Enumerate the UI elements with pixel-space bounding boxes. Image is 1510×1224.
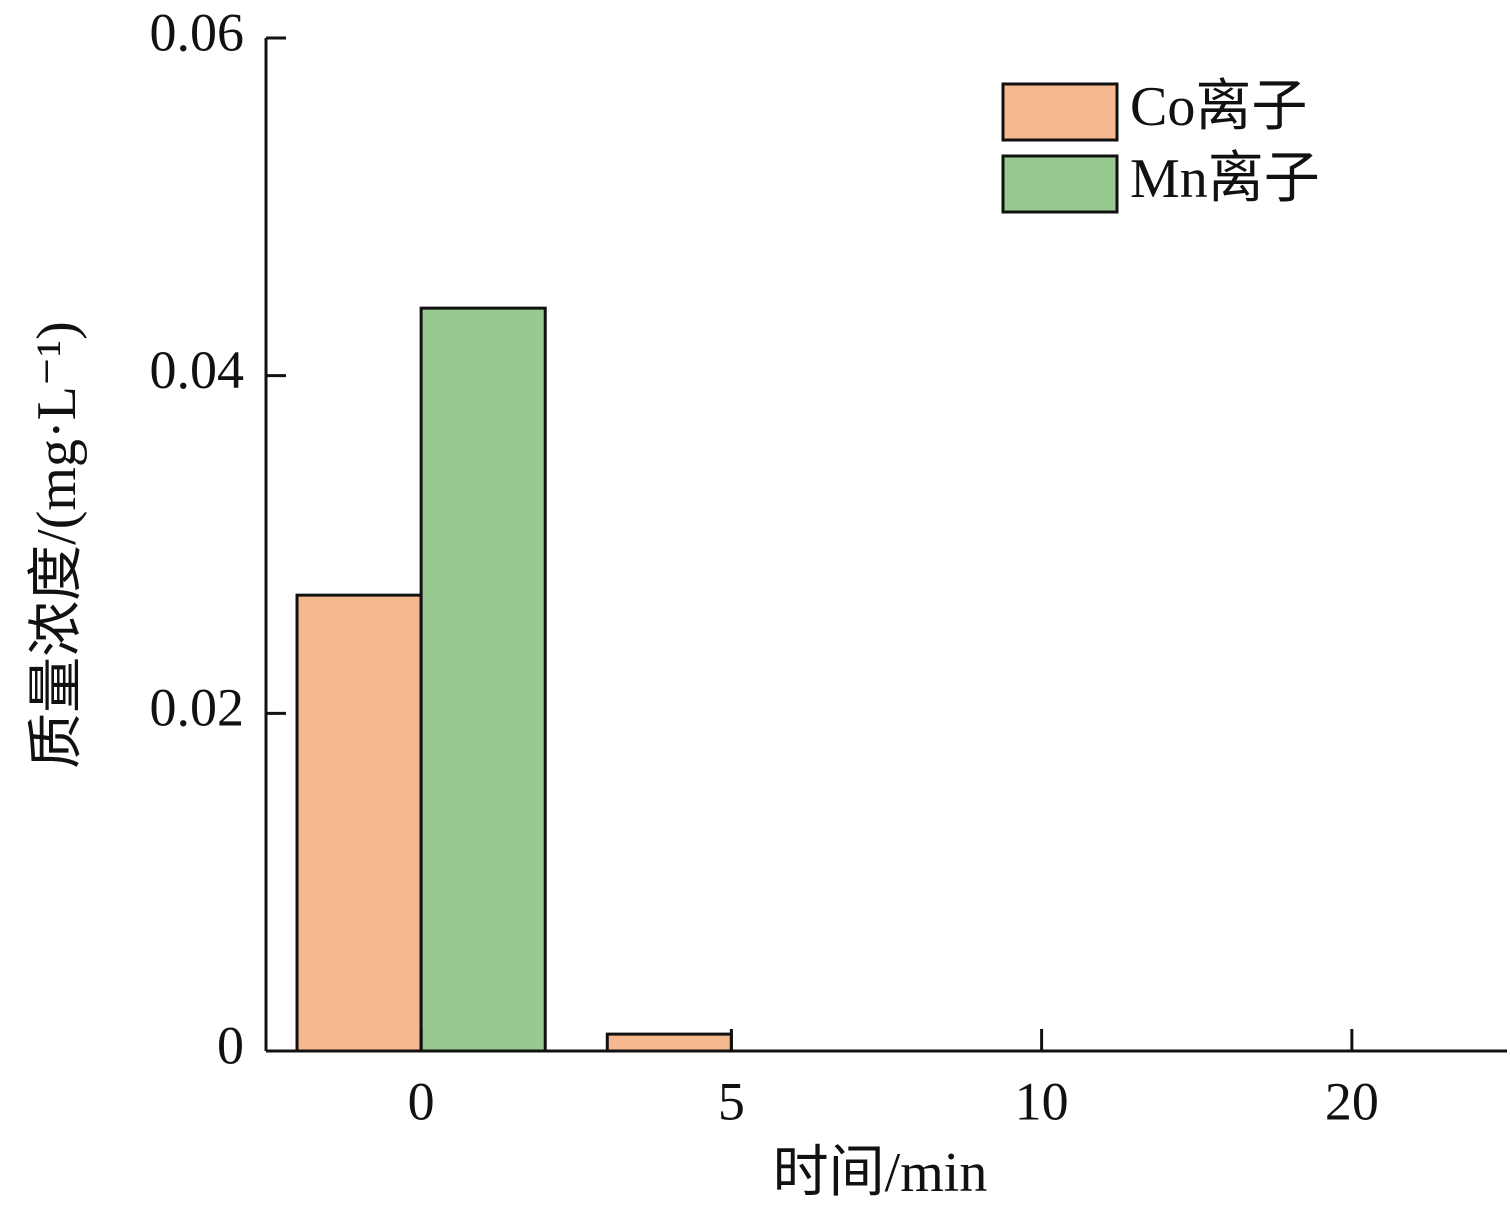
x-tick-label: 20 [1325, 1071, 1379, 1131]
legend-swatch [1001, 154, 1119, 214]
bar [295, 593, 423, 1053]
y-axis-title: 质量浓度/(mg·L⁻¹) [26, 321, 88, 769]
y-tick-label: 0 [217, 1015, 244, 1075]
legend-label: Mn离子 [1130, 148, 1320, 210]
y-tick-label: 0.04 [150, 340, 245, 400]
y-tick-label: 0.06 [150, 2, 245, 62]
x-tick-label: 10 [1015, 1071, 1069, 1131]
y-tick-label: 0.02 [150, 678, 245, 738]
legend-swatch [1001, 82, 1119, 142]
bar [605, 1032, 733, 1053]
x-tick-label: 0 [408, 1071, 435, 1131]
bar [419, 306, 547, 1053]
x-axis-title: 时间/min [773, 1142, 988, 1204]
x-tick-label: 5 [718, 1071, 745, 1131]
legend-label: Co离子 [1130, 76, 1307, 138]
